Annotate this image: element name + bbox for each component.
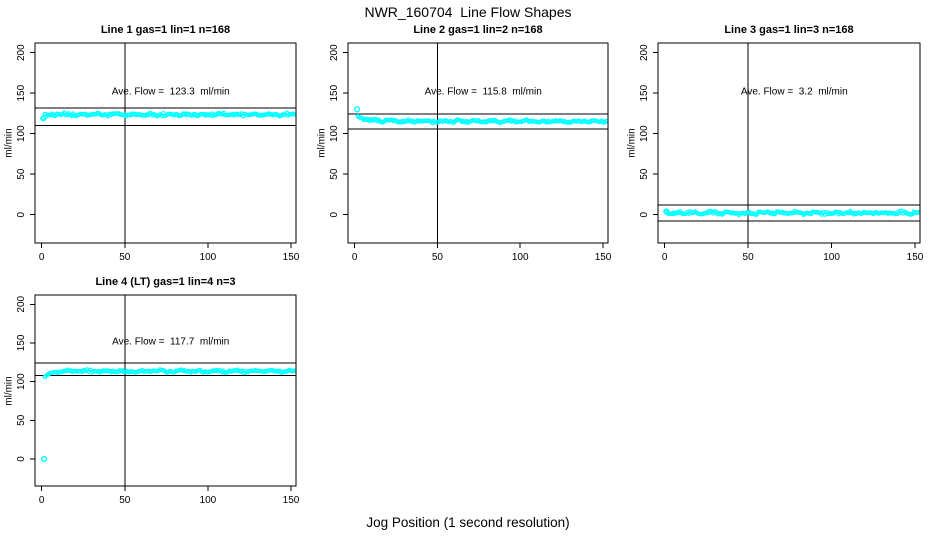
y-tick-label: 0 [16,456,27,462]
x-tick-label: 100 [200,252,217,263]
plot-area: 0 50 100 150 0 50 100 150 200 [639,42,924,263]
y-tick-label: 0 [329,211,340,217]
plot-area: 0 50 100 150 0 50 100 150 200 [16,294,300,506]
y-tick-label: 150 [16,84,27,101]
y-tick-label: 150 [16,334,27,351]
y-tick-label: 200 [639,44,650,61]
x-tick-label: 100 [200,495,217,506]
ave-flow-annotation: Ave. Flow = 3.2 ml/min [740,86,848,98]
subplot-title: Line 1 gas=1 lin=1 n=168 [100,24,231,36]
plot-border [34,294,297,487]
plot-border [657,42,921,244]
ave-flow-annotation: Ave. Flow = 123.3 ml/min [111,86,230,98]
subplot-title: Line 4 (LT) gas=1 lin=4 n=3 [95,276,236,288]
x-tick-label: 0 [662,252,668,263]
y-tick-label: 50 [329,168,340,180]
x-tick-label: 100 [823,252,840,263]
y-tick-label: 0 [16,211,27,217]
y-tick-label: 200 [16,296,27,313]
subplot-line-3: Line 3 gas=1 lin=3 n=168 ml/min Ave. Flo… [627,24,924,263]
y-tick-label: 100 [639,125,650,142]
x-tick-label: 50 [432,252,444,263]
y-tick-label: 50 [16,414,27,426]
ave-flow-annotation: Ave. Flow = 117.7 ml/min [112,336,230,348]
plot-area: 0 50 100 150 0 50 100 150 200 [16,42,300,263]
outlier-point [663,208,670,215]
outlier-point [354,106,361,113]
x-tick-label: 50 [743,252,755,263]
x-tick-label: 100 [512,252,529,263]
x-tick-label: 50 [119,252,131,263]
y-tick-label: 100 [16,125,27,142]
y-tick-label: 150 [329,84,340,101]
y-tick-label: 0 [639,211,650,217]
outlier-point [41,455,48,463]
x-axis-label: Jog Position (1 second resolution) [366,515,570,530]
figure-title: NWR_160704 Line Flow Shapes [364,4,572,20]
plot-border [34,42,297,244]
plot-border [347,42,609,244]
ave-flow-annotation: Ave. Flow = 115.8 ml/min [424,86,542,98]
y-tick-label: 100 [16,373,27,390]
subplot-title: Line 2 gas=1 lin=2 n=168 [413,24,543,36]
x-tick-label: 150 [907,252,924,263]
subplot-line-4: Line 4 (LT) gas=1 lin=4 n=3 ml/min Ave. … [4,276,300,506]
x-tick-label: 150 [595,252,612,263]
y-tick-label: 200 [329,44,340,61]
subplot-line-2: Line 2 gas=1 lin=2 n=168 ml/min Ave. Flo… [317,24,612,263]
x-tick-label: 0 [352,252,358,263]
x-tick-label: 0 [39,252,45,263]
subplot-title: Line 3 gas=1 lin=3 n=168 [724,24,854,36]
x-tick-label: 50 [119,495,131,506]
x-tick-label: 150 [283,495,300,506]
outlier-point [40,115,47,122]
y-tick-label: 100 [329,125,340,142]
y-tick-label: 200 [16,44,27,61]
y-tick-label: 50 [639,168,650,180]
y-tick-label: 150 [639,84,650,101]
plot-area: 0 50 100 150 0 50 100 150 200 [329,42,612,263]
x-tick-label: 0 [39,495,45,506]
x-tick-label: 150 [283,252,300,263]
subplot-line-1: Line 1 gas=1 lin=1 n=168 ml/min Ave. Flo… [4,24,300,263]
y-tick-label: 50 [16,168,27,180]
